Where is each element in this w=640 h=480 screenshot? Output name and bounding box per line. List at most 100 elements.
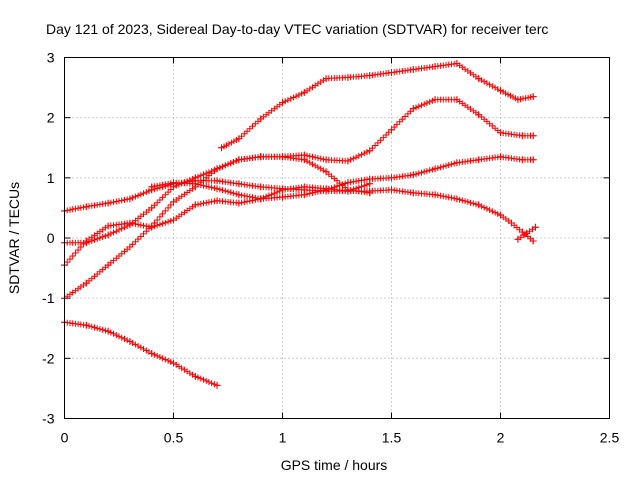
data-point: [529, 237, 537, 245]
data-point: [409, 171, 417, 179]
data-point: [366, 147, 374, 155]
data-point: [104, 231, 112, 239]
data-point: [514, 235, 522, 243]
data-point: [344, 179, 352, 187]
data-point: [475, 111, 483, 119]
series-markers-sat-c: [61, 153, 537, 269]
data-point: [453, 60, 461, 67]
data-point: [279, 99, 286, 107]
data-point: [529, 93, 537, 101]
data-point: [507, 219, 515, 227]
data-point: [213, 381, 221, 389]
data-point: [170, 359, 177, 367]
data-point: [344, 187, 352, 195]
data-point: [523, 229, 531, 237]
data-point: [170, 179, 177, 187]
data-point: [279, 153, 286, 161]
y-tick-label: -2: [42, 350, 55, 366]
data-point: [104, 199, 112, 207]
data-point: [300, 156, 308, 164]
data-point: [497, 129, 504, 137]
data-point: [531, 223, 539, 231]
data-point: [388, 186, 395, 194]
x-tick-label: 0.5: [164, 430, 184, 446]
data-point: [126, 195, 134, 203]
y-tick-label: 1: [47, 170, 55, 186]
data-point: [191, 174, 199, 182]
data-point: [257, 153, 265, 161]
data-point: [409, 105, 417, 113]
data-point: [344, 73, 352, 81]
data-point: [191, 180, 199, 188]
data-point: [191, 201, 199, 209]
x-tick-label: 1.5: [382, 430, 402, 446]
data-point: [235, 199, 243, 207]
data-point: [213, 165, 221, 173]
data-point: [497, 87, 504, 95]
data-point: [235, 191, 243, 199]
data-point: [148, 222, 156, 230]
data-point: [431, 63, 439, 70]
data-point: [279, 193, 286, 201]
data-point: [126, 219, 134, 227]
data-point: [82, 237, 90, 245]
series-sat-h: [514, 223, 539, 243]
y-tick-label: 0: [47, 230, 55, 246]
data-point: [170, 216, 177, 224]
data-point: [344, 157, 352, 165]
data-point: [514, 96, 522, 104]
data-point: [235, 135, 243, 143]
data-layer: [61, 60, 539, 389]
x-tick-label: 1: [279, 430, 287, 446]
data-point: [235, 180, 243, 188]
data-point: [235, 156, 243, 164]
data-point: [126, 338, 134, 345]
data-point: [453, 195, 461, 203]
data-point: [322, 185, 330, 193]
data-point: [388, 174, 395, 182]
data-point: [388, 126, 395, 134]
y-tick-label: -3: [42, 411, 55, 427]
tick-layer: 0 0.5 1 1.5 2 2.5 -3 -2 -1 0 1 2 3: [42, 50, 619, 446]
data-point: [82, 203, 90, 211]
series-sat-f: [61, 318, 221, 389]
data-point: [104, 327, 112, 335]
data-point: [300, 88, 308, 96]
data-point: [300, 191, 308, 199]
data-point: [497, 153, 504, 161]
data-point: [518, 132, 526, 140]
data-point: [279, 186, 286, 194]
data-point: [82, 321, 90, 329]
data-point: [104, 261, 112, 269]
series-sat-e: [218, 60, 537, 152]
data-point: [213, 177, 221, 185]
data-point: [257, 115, 265, 123]
x-tick-label: 0: [61, 430, 69, 446]
data-point: [322, 75, 330, 83]
data-point: [529, 156, 537, 164]
data-point: [518, 156, 526, 164]
data-point: [497, 211, 504, 219]
data-point: [257, 183, 265, 191]
data-point: [300, 183, 308, 191]
data-point: [518, 228, 526, 236]
data-point: [218, 144, 225, 152]
data-point: [529, 132, 537, 140]
y-tick-label: -1: [42, 290, 55, 306]
y-tick-label: 3: [47, 50, 55, 66]
data-point: [366, 72, 374, 79]
data-point: [453, 96, 461, 104]
data-point: [148, 183, 156, 191]
data-point: [431, 165, 439, 173]
x-axis-label: GPS time / hours: [281, 457, 388, 473]
series-markers-sat-f: [61, 319, 221, 389]
data-point: [126, 243, 134, 251]
y-tick-label: 2: [47, 110, 55, 126]
data-point: [388, 69, 395, 76]
data-point: [431, 191, 439, 199]
data-point: [409, 66, 417, 73]
series-sat-g: [148, 179, 374, 203]
data-point: [453, 159, 461, 167]
data-point: [475, 75, 483, 83]
